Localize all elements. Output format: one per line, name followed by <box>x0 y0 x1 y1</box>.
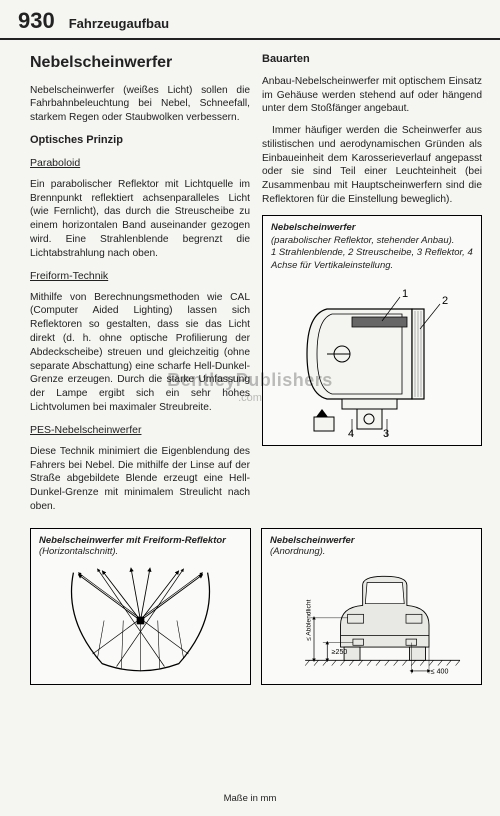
figure3-title: Nebelscheinwerfer <box>270 535 354 546</box>
freiform-heading: Freiform-Technik <box>30 269 250 283</box>
freiform-text: Mithilfe von Berechnungsmethoden wie CAL… <box>30 291 250 415</box>
figure2-area <box>39 563 242 678</box>
figure1-area: 1 2 4 3 <box>271 279 473 439</box>
figure2-box: Nebelscheinwerfer mit Freiform-Reflektor… <box>30 528 251 686</box>
paraboloid-heading: Paraboloid <box>30 156 250 170</box>
bottom-figures-row: Nebelscheinwerfer mit Freiform-Reflektor… <box>0 522 500 694</box>
left-column: Nebelscheinwerfer Nebelscheinwerfer (wei… <box>30 52 250 522</box>
intro-paragraph: Nebelscheinwerfer (weißes Licht) sollen … <box>30 84 250 125</box>
figure1-legend: 1 Strahlenblende, 2 Streuscheibe, 3 Refl… <box>271 247 473 271</box>
footer-units: Maße in mm <box>0 793 500 804</box>
bauarten-p2: Immer häufiger werden die Scheinwerfer a… <box>262 124 482 207</box>
fig3-label-le400: ≤ 400 <box>431 669 449 676</box>
fig1-label-2: 2 <box>442 295 448 307</box>
figure3-box: Nebelscheinwerfer (Anordnung). <box>261 528 482 686</box>
figure2-title: Nebelscheinwerfer mit Freiform-Reflektor <box>39 535 226 546</box>
figure1-subtitle: (parabolischer Reflektor, stehender Anba… <box>271 235 454 246</box>
bauarten-p1: Anbau-Nebelscheinwerfer mit optischem Ei… <box>262 75 482 116</box>
pes-text: Diese Technik minimiert die Eigenblendun… <box>30 445 250 514</box>
section-name: Fahrzeugaufbau <box>69 16 169 31</box>
figure1-box: Nebelscheinwerfer (parabolischer Reflekt… <box>262 215 482 446</box>
right-column: Bauarten Anbau-Nebelscheinwerfer mit opt… <box>262 52 482 522</box>
figure2-svg <box>39 563 242 678</box>
figure1-title: Nebelscheinwerfer <box>271 222 355 233</box>
body-columns: Nebelscheinwerfer Nebelscheinwerfer (wei… <box>0 40 500 522</box>
fig3-label-ge250: ≥250 <box>332 650 348 657</box>
figure2-subtitle: (Horizontalschnitt). <box>39 546 118 557</box>
page-number: 930 <box>18 8 55 34</box>
pes-heading: PES-Nebelscheinwerfer <box>30 423 250 437</box>
figure1-svg: 1 2 4 3 <box>271 279 473 439</box>
main-heading: Nebelscheinwerfer <box>30 52 250 74</box>
figure3-area: ≥250 ≤ Abblendlicht ≤ 400 <box>270 563 473 678</box>
figure3-svg: ≥250 ≤ Abblendlicht ≤ 400 <box>270 563 473 678</box>
fig3-label-abbl: ≤ Abblendlicht <box>305 600 312 641</box>
fig1-label-1: 1 <box>402 288 408 300</box>
page-header: 930 Fahrzeugaufbau <box>0 0 500 40</box>
fig1-label-4: 4 <box>348 428 354 439</box>
paraboloid-text: Ein parabolischer Reflektor mit Lichtque… <box>30 178 250 261</box>
fig1-label-3: 3 <box>383 428 389 439</box>
bauarten-heading: Bauarten <box>262 52 482 67</box>
figure3-subtitle: (Anordnung). <box>270 546 325 557</box>
optical-principle-heading: Optisches Prinzip <box>30 133 250 148</box>
